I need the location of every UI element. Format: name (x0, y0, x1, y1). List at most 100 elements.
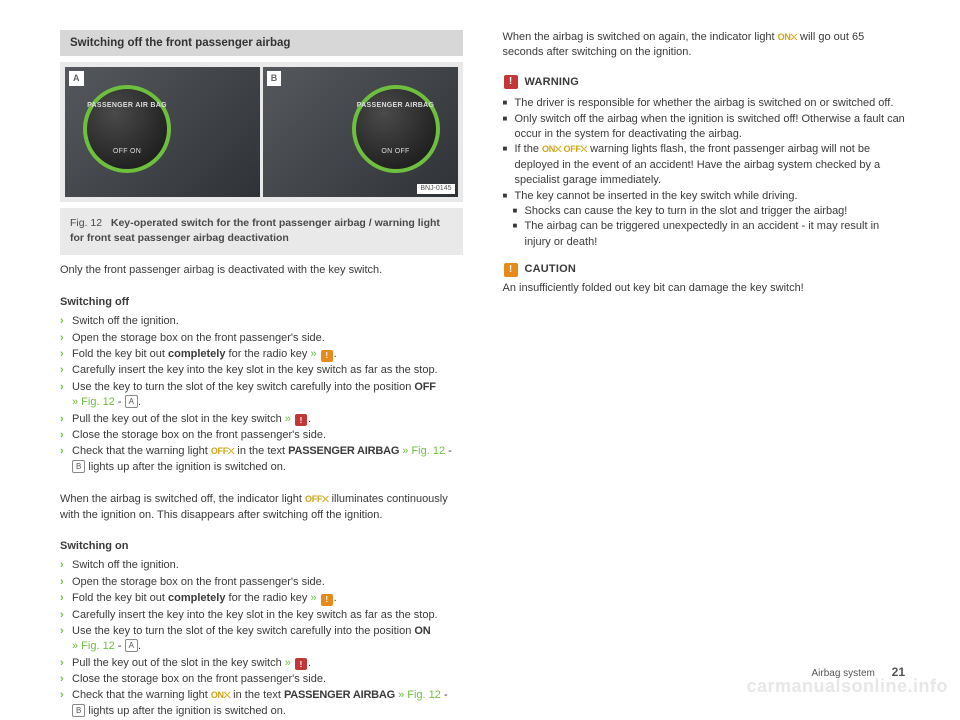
ref-arrow: » (285, 657, 291, 669)
figure-image: A PASSENGER AIR BAG OFF ON B PASSENGER A… (65, 67, 458, 197)
airbag-off-symbol: OFF⛌ (211, 446, 235, 456)
step-text: Open the storage box on the front passen… (72, 576, 325, 588)
warning-subitem: Shocks can cause the key to turn in the … (503, 204, 906, 219)
warning-icon: ! (321, 350, 333, 362)
switching-off-steps: Switch off the ignition. Open the storag… (60, 314, 463, 476)
warning-text: The key cannot be inserted in the key sw… (515, 190, 798, 202)
step: Use the key to turn the slot of the key … (60, 380, 463, 411)
figure-title: Key-operated switch for the front passen… (70, 217, 440, 244)
step-text: . (334, 592, 337, 604)
caution-header: ! CAUTION (503, 262, 906, 277)
step-text-bold: completely (168, 592, 225, 604)
step-text: . (138, 640, 141, 652)
step: Pull the key out of the slot in the key … (60, 412, 463, 427)
warning-text: Only switch off the airbag when the igni… (515, 113, 905, 140)
step-text-bold: completely (168, 348, 225, 360)
step-text-bold: PASSENGER AIRBAG (284, 689, 395, 701)
loupe-b: PASSENGER AIRBAG ON OFF (352, 85, 440, 173)
loupe-a-top: PASSENGER AIR BAG (87, 101, 167, 111)
step-text: Open the storage box on the front passen… (72, 332, 325, 344)
step-text-bold: OFF (414, 381, 435, 393)
figure-code: BNJ-0145 (417, 184, 454, 194)
step: Switch off the ignition. (60, 558, 463, 573)
step-text: Carefully insert the key into the key sl… (72, 609, 438, 621)
ref-fig: » Fig. 12 (72, 396, 115, 408)
ref-fig: » Fig. 12 (395, 689, 441, 701)
step: Open the storage box on the front passen… (60, 331, 463, 346)
warning-item: If the ON⛌ OFF⛌ warning lights flash, th… (503, 142, 906, 188)
step: Close the storage box on the front passe… (60, 428, 463, 443)
ref-fig: » Fig. 12 (72, 640, 115, 652)
step-text: . (308, 657, 311, 669)
figure-panel-a: A PASSENGER AIR BAG OFF ON (65, 67, 260, 197)
step: Fold the key bit out completely for the … (60, 347, 463, 362)
step-text: . (334, 348, 337, 360)
step: Check that the warning light OFF⛌ in the… (60, 444, 463, 475)
step-text-bold: ON (414, 625, 430, 637)
step-text: lights up after the ignition is switched… (85, 461, 286, 473)
figure: A PASSENGER AIR BAG OFF ON B PASSENGER A… (60, 62, 463, 202)
step-text: for the radio key (225, 348, 310, 360)
section-title: Switching off the front passenger airbag (60, 30, 463, 56)
ref-letter: B (72, 704, 85, 717)
caution-label: CAUTION (525, 262, 577, 277)
step-text: Check that the warning light (72, 689, 211, 701)
step: Close the storage box on the front passe… (60, 672, 463, 687)
paragraph-text: When the airbag is switched on again, th… (503, 31, 778, 43)
ref-letter: A (125, 395, 138, 408)
left-column: Switching off the front passenger airbag… (60, 30, 463, 681)
page: Switching off the front passenger airbag… (0, 0, 960, 701)
warning-text: The driver is responsible for whether th… (515, 97, 894, 109)
warning-icon: ! (321, 594, 333, 606)
step-text: Use the key to turn the slot of the key … (72, 381, 414, 393)
airbag-on-symbol: ON⛌ (211, 690, 230, 700)
step-text: Fold the key bit out (72, 592, 168, 604)
figure-number: Fig. 12 (70, 217, 102, 229)
step: Check that the warning light ON⛌ in the … (60, 688, 463, 719)
figure-caption: Fig. 12 Key-operated switch for the fron… (60, 208, 463, 255)
step: Pull the key out of the slot in the key … (60, 656, 463, 671)
right-column: When the airbag is switched on again, th… (503, 30, 906, 681)
paragraph-text: When the airbag is switched off, the ind… (60, 493, 305, 505)
ref-letter: B (72, 460, 85, 473)
step: Switch off the ignition. (60, 314, 463, 329)
watermark: carmanualsonline.info (746, 676, 948, 697)
step-text: in the text (230, 689, 284, 701)
warning-item: The key cannot be inserted in the key sw… (503, 189, 906, 204)
warning-label: WARNING (525, 75, 580, 90)
step-text: . (138, 396, 141, 408)
step-text: Switch off the ignition. (72, 315, 179, 327)
ref-fig: » Fig. 12 (399, 445, 445, 457)
warning-header: ! WARNING (503, 75, 906, 90)
step: Use the key to turn the slot of the key … (60, 624, 463, 655)
warning-text: Shocks can cause the key to turn in the … (525, 205, 848, 217)
step-text: in the text (234, 445, 288, 457)
step-text: - (115, 640, 125, 652)
danger-icon: ! (295, 658, 307, 670)
danger-icon: ! (504, 75, 518, 89)
step-text: Fold the key bit out (72, 348, 168, 360)
paragraph: When the airbag is switched on again, th… (503, 30, 906, 61)
step-text: Close the storage box on the front passe… (72, 673, 326, 685)
ref-arrow: » (310, 348, 316, 360)
figure-panel-b: B PASSENGER AIRBAG ON OFF BNJ-0145 (263, 67, 458, 197)
ref-arrow: » (310, 592, 316, 604)
airbag-off-symbol: OFF⛌ (305, 494, 329, 504)
step-text: Carefully insert the key into the key sl… (72, 364, 438, 376)
step-text: Close the storage box on the front passe… (72, 429, 326, 441)
switching-off-heading: Switching off (60, 295, 463, 310)
step-text-bold: PASSENGER AIRBAG (288, 445, 399, 457)
switching-on-heading: Switching on (60, 539, 463, 554)
warning-item: The driver is responsible for whether th… (503, 96, 906, 111)
danger-icon: ! (295, 414, 307, 426)
step: Fold the key bit out completely for the … (60, 591, 463, 606)
warning-list: The driver is responsible for whether th… (503, 96, 906, 250)
airbag-on-symbol: ON⛌ (778, 32, 797, 42)
panel-label-a: A (69, 71, 84, 86)
loupe-a: PASSENGER AIR BAG OFF ON (83, 85, 171, 173)
step-text: Check that the warning light (72, 445, 211, 457)
step-text: - (445, 445, 452, 457)
step: Carefully insert the key into the key sl… (60, 363, 463, 378)
step-text: - (115, 396, 125, 408)
warning-text: The airbag can be triggered unexpectedly… (525, 220, 880, 247)
